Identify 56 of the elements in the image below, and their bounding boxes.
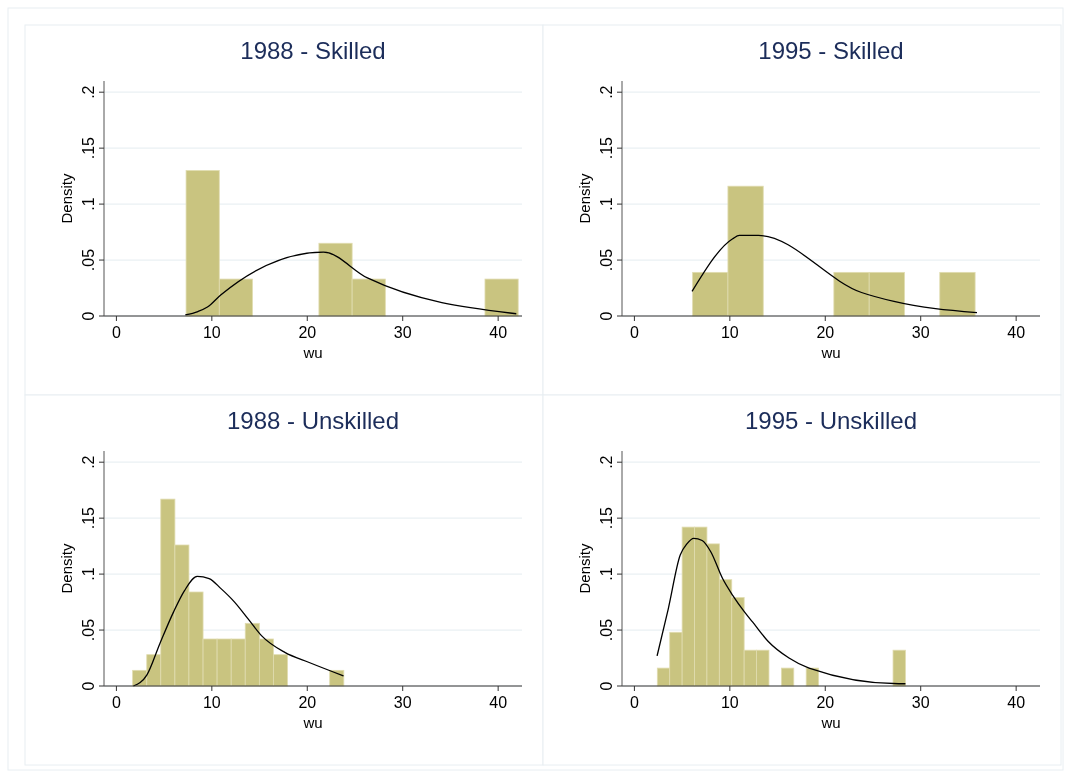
x-axis-title: wu bbox=[302, 714, 323, 731]
y-tick-label: .2 bbox=[598, 85, 615, 99]
x-tick-label: 0 bbox=[111, 694, 121, 711]
x-tick-label: 30 bbox=[911, 324, 930, 341]
y-axis-title: Density bbox=[58, 543, 75, 594]
y-tick-label: .1 bbox=[598, 197, 615, 211]
y-tick-label: .1 bbox=[598, 567, 615, 581]
chart-title: 1995 - Unskilled bbox=[744, 407, 918, 434]
x-tick-label: 40 bbox=[1007, 324, 1026, 341]
line-series bbox=[656, 537, 907, 685]
x-tick-label: 20 bbox=[816, 694, 835, 711]
x-axis-title: wu bbox=[820, 714, 841, 731]
y-tick-label: 0 bbox=[80, 311, 97, 321]
y-tick-label: .15 bbox=[598, 136, 615, 160]
y-tick-label: .2 bbox=[598, 455, 615, 469]
line-series bbox=[184, 251, 517, 316]
x-tick-label: 10 bbox=[202, 694, 221, 711]
y-tick-label: .05 bbox=[80, 248, 97, 272]
x-tick-label: 30 bbox=[393, 324, 412, 341]
line-series bbox=[132, 575, 345, 687]
x-tick-label: 10 bbox=[202, 324, 221, 341]
x-tick-label: 30 bbox=[911, 694, 930, 711]
x-tick-label: 30 bbox=[393, 694, 412, 711]
y-tick-label: .2 bbox=[80, 85, 97, 99]
chart-title: 1988 - Unskilled bbox=[226, 407, 400, 434]
y-tick-label: .05 bbox=[598, 248, 615, 272]
y-tick-label: .1 bbox=[80, 567, 97, 581]
y-tick-label: .05 bbox=[598, 618, 615, 642]
x-tick-label: 40 bbox=[489, 324, 508, 341]
x-axis-title: wu bbox=[820, 344, 841, 361]
y-tick-label: .1 bbox=[80, 197, 97, 211]
y-tick-label: .15 bbox=[598, 506, 615, 530]
y-axis-title: Density bbox=[58, 173, 75, 224]
y-tick-label: 0 bbox=[598, 311, 615, 321]
x-tick-label: 20 bbox=[816, 324, 835, 341]
x-tick-label: 20 bbox=[298, 324, 317, 341]
x-tick-label: 10 bbox=[720, 324, 739, 341]
x-tick-label: 20 bbox=[298, 694, 317, 711]
x-tick-label: 10 bbox=[720, 694, 739, 711]
chart-title: 1995 - Skilled bbox=[758, 37, 904, 64]
chart-title: 1988 - Skilled bbox=[240, 37, 386, 64]
x-tick-label: 0 bbox=[629, 324, 639, 341]
y-tick-label: 0 bbox=[80, 681, 97, 691]
y-tick-label: .2 bbox=[80, 455, 97, 469]
x-tick-label: 40 bbox=[489, 694, 508, 711]
y-tick-label: 0 bbox=[598, 681, 615, 691]
y-tick-label: .05 bbox=[80, 618, 97, 642]
y-tick-label: .15 bbox=[80, 506, 97, 530]
line-series bbox=[691, 234, 978, 314]
y-axis-title: Density bbox=[576, 173, 593, 224]
x-axis-title: wu bbox=[302, 344, 323, 361]
y-tick-label: .15 bbox=[80, 136, 97, 160]
x-tick-label: 0 bbox=[629, 694, 639, 711]
x-tick-label: 40 bbox=[1007, 694, 1026, 711]
x-tick-label: 0 bbox=[111, 324, 121, 341]
y-axis-title: Density bbox=[576, 543, 593, 594]
